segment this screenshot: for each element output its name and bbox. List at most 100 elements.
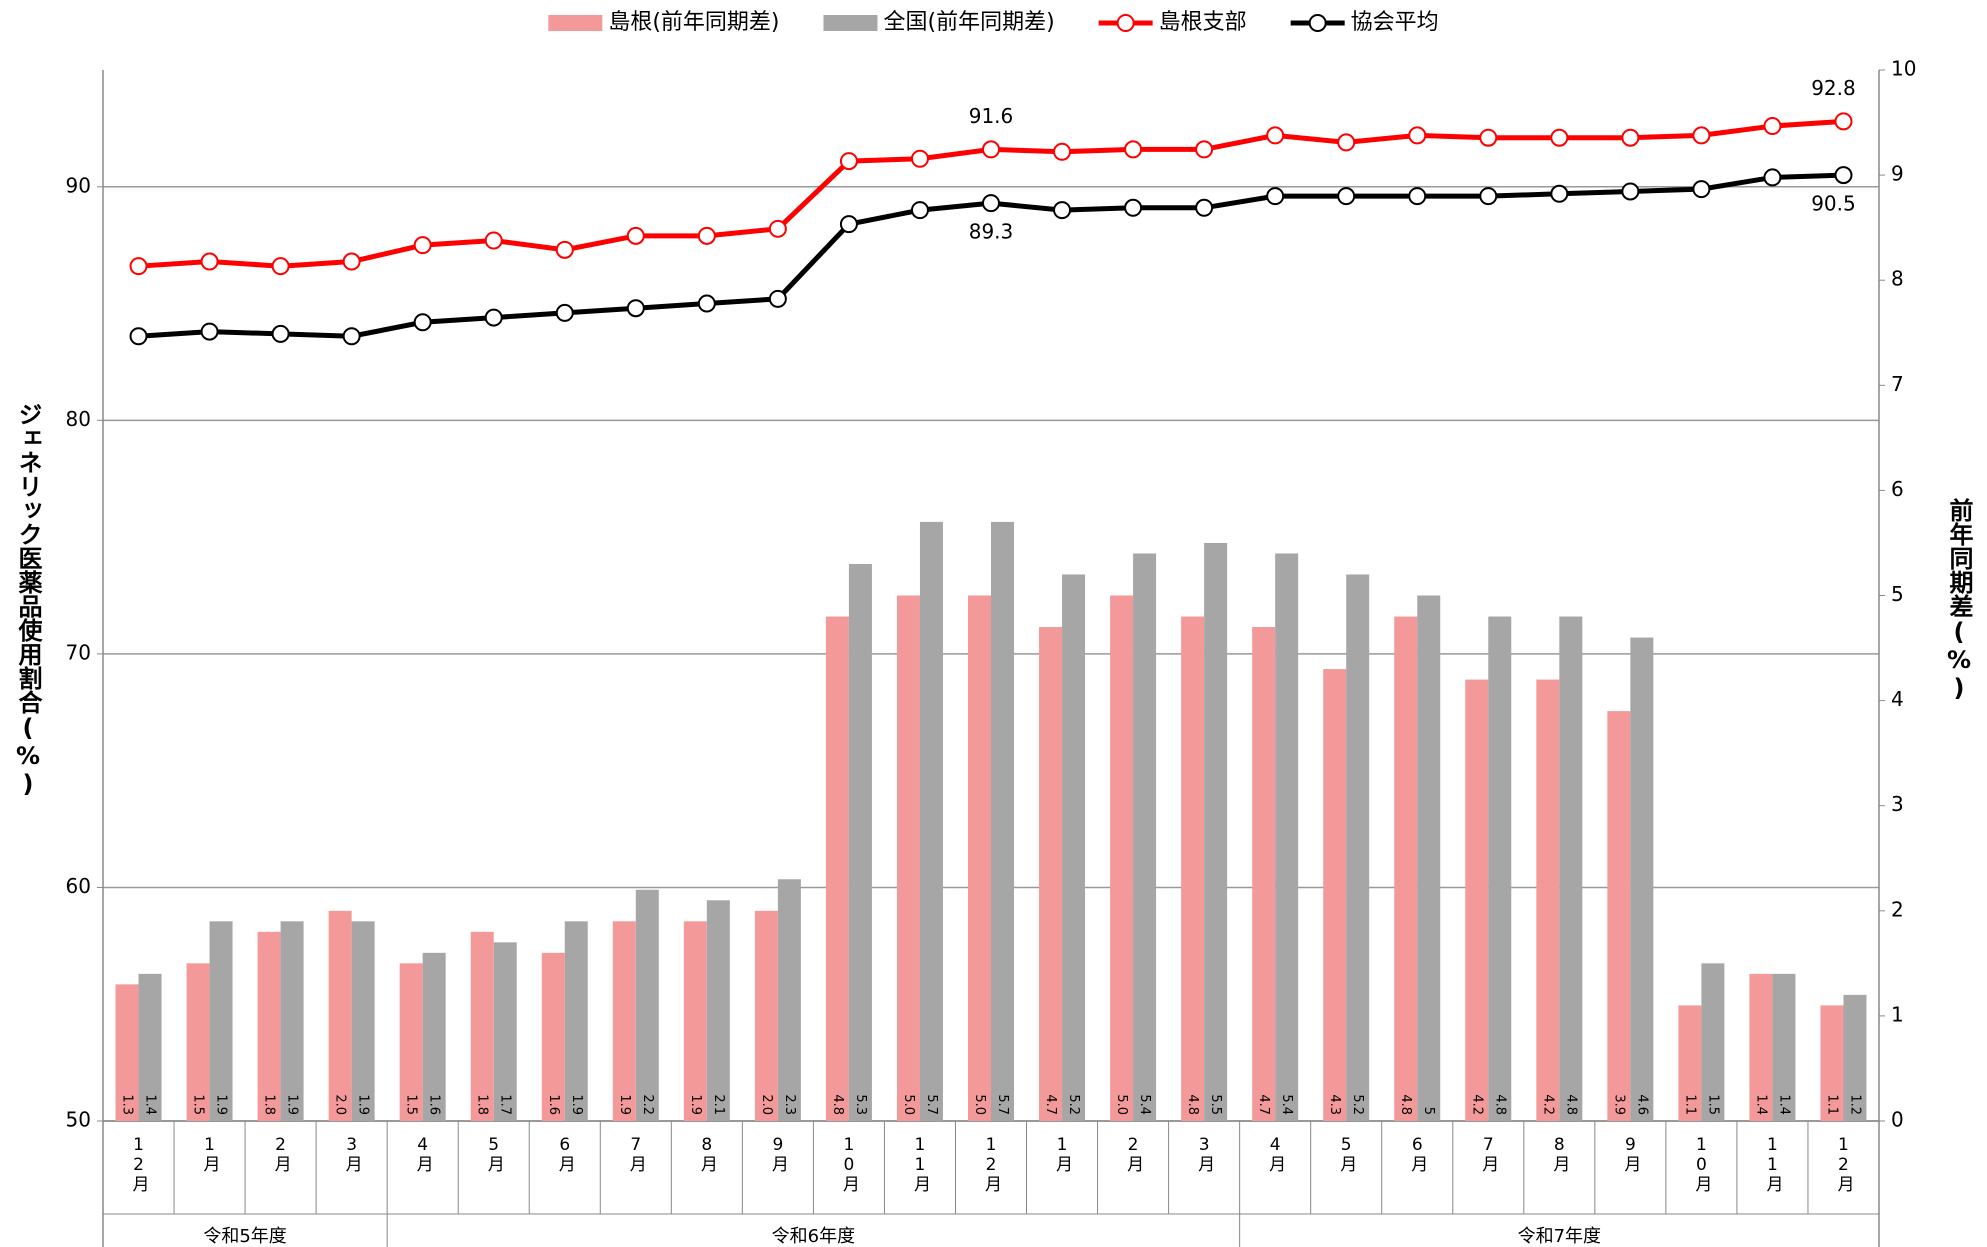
line-value-label: 91.6 <box>969 104 1014 128</box>
line-marker <box>555 303 574 322</box>
bar <box>1678 1005 1702 1121</box>
line-marker <box>200 322 219 341</box>
line-marker <box>1053 142 1072 161</box>
bar-value-label: 5.2 <box>1066 1094 1081 1115</box>
bar-value-label: 1.5 <box>404 1094 419 1115</box>
legend-marker <box>1116 14 1135 32</box>
y-tick-label: 50 <box>66 1108 91 1132</box>
line-marker <box>1337 133 1356 152</box>
bar <box>1536 679 1560 1121</box>
bar-value-label: 5.7 <box>995 1094 1010 1115</box>
line-marker <box>1266 126 1285 145</box>
bar <box>1820 1005 1844 1121</box>
line-marker <box>626 226 645 245</box>
bar <box>1133 553 1157 1121</box>
line-marker <box>1408 126 1427 145</box>
y2-tick-label: 0 <box>1891 1108 1904 1132</box>
group-label: 令和5年度 <box>203 1226 286 1247</box>
line-marker <box>1408 187 1427 206</box>
bar-value-label: 1.8 <box>262 1094 277 1115</box>
line-marker <box>1124 140 1143 159</box>
bar-value-label: 4.8 <box>1398 1094 1413 1115</box>
legend-marker <box>1308 14 1327 32</box>
bar <box>1252 627 1276 1121</box>
x-tick-label: 2月 <box>1123 1135 1144 1172</box>
line-marker <box>484 231 503 250</box>
x-tick-label: 7月 <box>626 1135 647 1172</box>
bar <box>1772 973 1796 1121</box>
bar-value-label: 1.9 <box>569 1094 584 1115</box>
x-tick-label: 4月 <box>413 1135 434 1172</box>
bar-value-label: 5.0 <box>901 1094 916 1115</box>
bar <box>493 942 517 1121</box>
bar <box>1749 973 1773 1121</box>
legend-swatch <box>823 15 878 31</box>
line-marker <box>910 201 929 220</box>
bar <box>1394 616 1418 1121</box>
bar <box>1607 711 1631 1121</box>
line-marker <box>1195 198 1214 217</box>
bar-value-label: 4.8 <box>1185 1094 1200 1115</box>
y2-tick-label: 4 <box>1891 687 1904 711</box>
bar <box>186 963 210 1121</box>
bar <box>1701 963 1725 1121</box>
line-value-label: 92.8 <box>1811 76 1856 100</box>
bar <box>1181 616 1205 1121</box>
bar-value-label: 5.4 <box>1137 1094 1152 1115</box>
line-marker <box>1266 187 1285 206</box>
bar-value-label: 2.0 <box>759 1094 774 1115</box>
line-marker <box>1621 182 1640 201</box>
x-tick-label: 10月 <box>839 1135 860 1192</box>
bar <box>848 563 872 1121</box>
line-marker <box>1479 128 1498 147</box>
line-marker <box>1834 112 1853 131</box>
line-marker <box>768 219 787 238</box>
line-marker <box>1195 140 1214 159</box>
line-marker <box>697 294 716 313</box>
y-tick-label: 70 <box>66 640 91 664</box>
y2-tick-label: 3 <box>1891 792 1904 816</box>
bar <box>1630 637 1654 1121</box>
x-tick-label: 8月 <box>697 1135 718 1172</box>
bar <box>280 921 304 1121</box>
group-label: 令和6年度 <box>772 1226 855 1247</box>
bar-value-label: 1.9 <box>285 1094 300 1115</box>
line-marker <box>982 194 1000 213</box>
bar <box>1465 679 1489 1121</box>
bar <box>896 595 920 1121</box>
bar-value-label: 1.2 <box>1847 1094 1862 1115</box>
bar-value-label: 1.9 <box>356 1094 371 1115</box>
y2-tick-label: 1 <box>1891 1002 1904 1026</box>
line-marker <box>129 257 148 276</box>
bar-value-label: 1.1 <box>1824 1094 1839 1115</box>
bar-value-label: 2.3 <box>782 1094 797 1115</box>
x-tick-label: 1月 <box>1052 1135 1073 1172</box>
line-marker <box>1550 184 1569 203</box>
line-marker <box>484 308 503 327</box>
bar <box>257 931 281 1121</box>
line-marker <box>342 327 361 346</box>
line-marker <box>910 149 929 168</box>
line-marker <box>1621 128 1640 147</box>
line-marker <box>697 226 716 245</box>
bar-value-label: 5 <box>1421 1107 1436 1115</box>
bar <box>754 910 778 1121</box>
bar <box>635 889 659 1121</box>
bar-value-label: 5.5 <box>1208 1094 1223 1115</box>
bar-value-label: 1.7 <box>498 1094 513 1115</box>
legend: 島根(前年同期差) 全国(前年同期差) 島根支部 協会平均 <box>548 10 1439 35</box>
line-marker <box>1479 187 1498 206</box>
line-marker <box>1763 117 1782 136</box>
bar-value-label: 3.9 <box>1611 1094 1626 1115</box>
line-marker <box>1763 168 1782 187</box>
bar-value-label: 5.2 <box>1350 1094 1365 1115</box>
bar <box>683 921 707 1121</box>
x-tick-label: 8月 <box>1549 1135 1570 1172</box>
line-marker <box>271 324 290 343</box>
bar-value-label: 1.1 <box>1682 1094 1697 1115</box>
bar <box>1275 553 1299 1121</box>
line-value-label: 89.3 <box>969 220 1014 244</box>
bar <box>919 521 943 1121</box>
bar <box>115 984 139 1121</box>
